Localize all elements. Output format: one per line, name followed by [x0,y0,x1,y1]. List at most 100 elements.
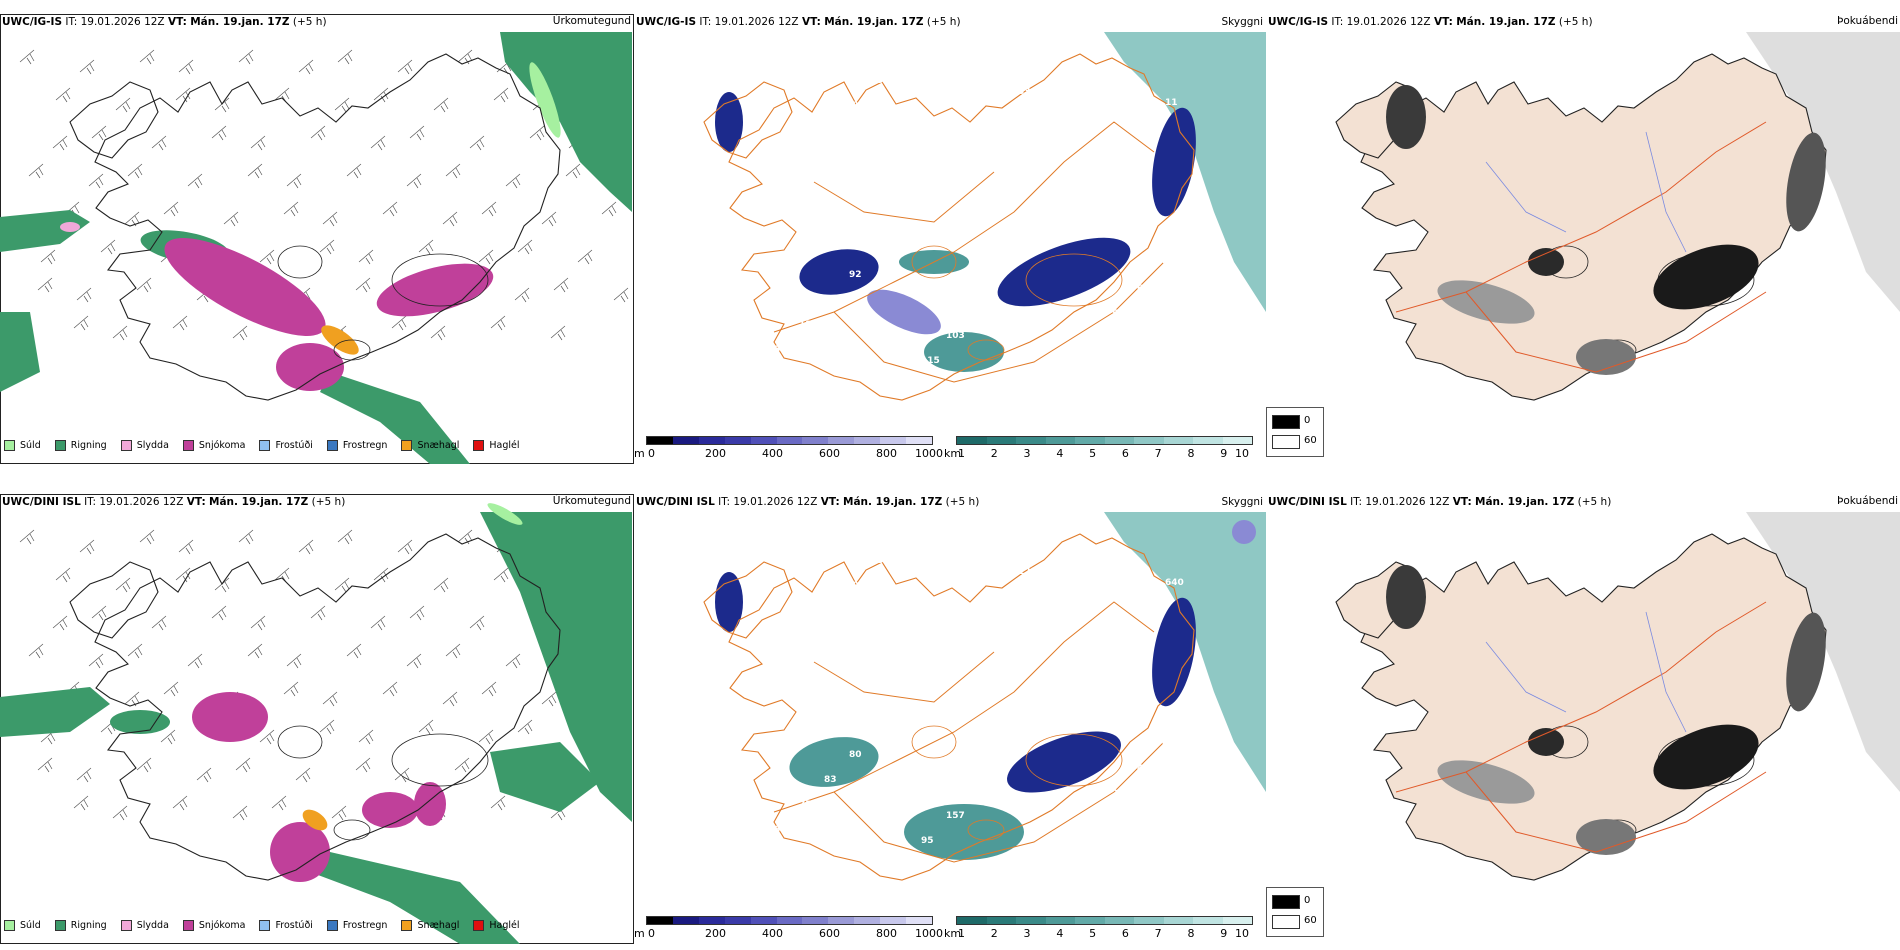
wind-barb [286,173,302,189]
wind-barb [88,653,104,669]
wind-barb [298,59,314,75]
fog-legend-label: 0 [1304,415,1311,426]
wind-barb [178,539,194,555]
road-network [1395,601,1767,853]
wind-barb [115,97,131,113]
ceiling-value-label: 106 [896,861,915,871]
ceiling-value-label: 210 [1090,173,1109,183]
panel-title: Þokuábendi [1837,15,1898,27]
scale-tick-label: 10 [1235,447,1249,460]
legend-label: Frostregn [342,920,388,931]
ceiling-value-label: 65 [1137,284,1150,294]
snow-area-south [270,822,330,882]
legend-item: Haglél [473,920,520,931]
snow-area-east [376,263,494,317]
low-ceiling-vatnajokull [997,237,1131,307]
ceiling-value-label: 59 [871,76,884,86]
wind-barb [238,529,254,545]
legend-label: Frostúði [275,920,313,931]
low-ceiling-eastfjords [1152,107,1196,217]
ceiling-scale: m 0 200 400 600 800 1000 [634,436,943,460]
scale-tick-label: 200 [705,927,726,940]
fog-legend-swatch [1272,895,1300,909]
fog-legend-swatch [1272,415,1300,429]
ceiling-value-label: 75 [1068,367,1081,377]
iceland-coastline [94,533,561,881]
wind-barb [115,577,131,593]
ceiling-value-label: 90 [1115,628,1128,638]
fog-west [1437,280,1535,324]
wind-barb [286,653,302,669]
rain-area-southwest [0,312,40,392]
wind-barb [178,59,194,75]
wind-barb [319,719,335,735]
low-ceiling-vatnajokull [1007,731,1121,793]
wind-barb [238,49,254,65]
wind-barb [358,249,374,265]
fog-eastfjords [1786,132,1826,232]
legend-item: Rigning [54,440,107,451]
low-vis-west [789,737,879,787]
legend-swatch [326,440,338,451]
wind-barb [55,567,71,583]
fog-vatnajokull [1653,724,1759,790]
wind-barb [433,577,449,593]
wind-barb [517,239,533,255]
legend-label: Slydda [136,440,169,451]
scale-tick-label: 3 [1023,447,1031,460]
wind-barb [355,757,371,773]
wind-barb [505,653,521,669]
low-ceiling-eastfjords [1152,597,1196,707]
wind-barb [52,135,68,151]
wind-barb [91,605,107,621]
rain-area-northeast [480,512,632,822]
legend-label: Súld [20,920,41,931]
scale-tick-label: 4 [1056,447,1064,460]
wind-barb [517,719,533,735]
legend-label: Frostregn [342,440,388,451]
ceiling-value-label: 79 [777,184,790,194]
scale-tick-label: 800 [876,447,897,460]
scale-tick-label: 5 [1089,927,1097,940]
wind-barb [505,173,521,189]
ceiling-panel-row1: 15 80 86 73 57 25 292 80 38 65 52 59 61 76 91 182 65 102 2… [634,12,1266,464]
wind-barb [283,201,299,217]
ceiling-value-label: 52 [774,345,787,355]
wind-barb [259,729,275,745]
iceland-coastline [728,533,1195,881]
scale-tick-label: 6 [1121,927,1129,940]
glacier-langjokull [911,245,957,279]
wind-barb [28,643,44,659]
wind-barb [541,691,557,707]
precip-panel-row2: UWC/DINI ISL IT: 19.01.2026 12Z VT: Mán.… [0,492,634,944]
rain-area-east [490,742,600,812]
wind-barb [19,49,35,65]
wind-barb [478,729,494,745]
scale-tick-label: 2 [990,927,998,940]
rain-area-west [0,210,90,252]
rivers [1485,131,1687,253]
wind-barb [445,163,461,179]
low-ceiling-offshore [1232,520,1256,544]
wind-barb [355,277,371,293]
wind-barb [40,249,56,265]
snowhail-area [302,809,328,831]
iceland-coastline [94,53,561,401]
ceiling-value-label: 51 [971,786,984,796]
wind-barb [79,59,95,75]
wind-barb [394,767,410,783]
legend-item: Súld [4,920,41,931]
wind-barb [433,97,449,113]
ceiling-value-label: 640 [1165,578,1184,588]
low-visibility-sea [1104,512,1266,792]
scale-tick-label: 2 [990,447,998,460]
drizzle-area [487,503,523,525]
scale-bar [956,916,1253,925]
wind-barb [76,287,92,303]
precip-panel-row1: UWC/IG-IS IT: 19.01.2026 12Z VT: Mán. 19… [0,12,634,464]
wind-barb [124,211,140,227]
wind-barb [136,757,152,773]
wind-barb [514,287,530,303]
fog-westfjords [1386,85,1426,149]
ceiling-value-label: 209 [1043,872,1062,882]
